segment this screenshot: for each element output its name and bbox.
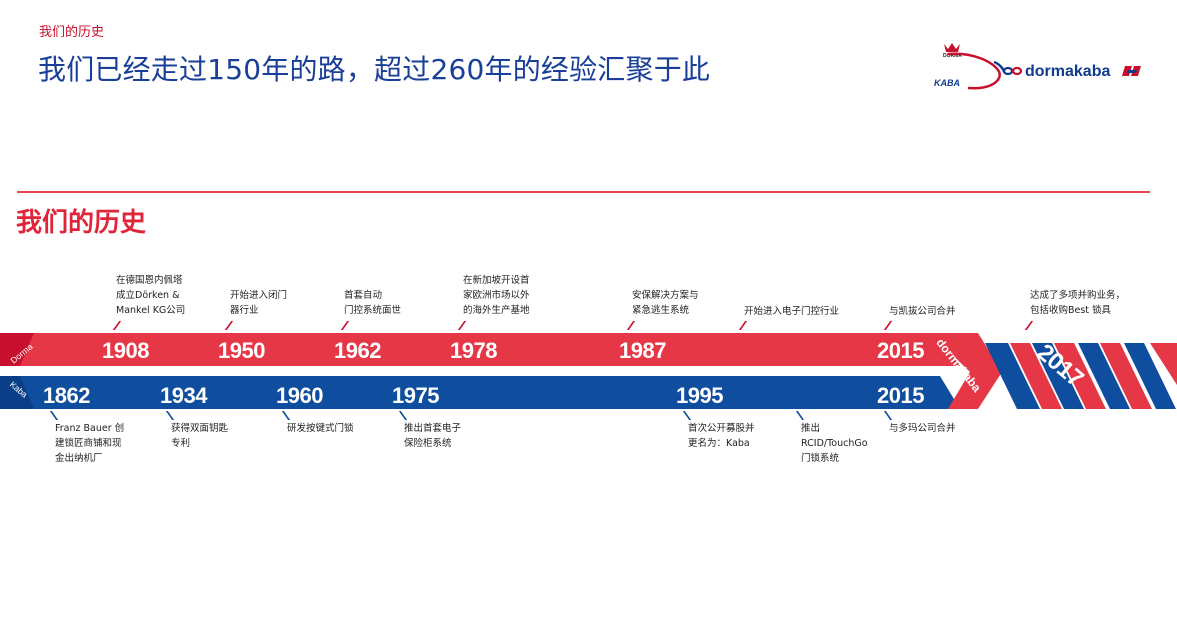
brand-flag-icon bbox=[1122, 66, 1141, 76]
kaba-year: 1975 bbox=[392, 383, 439, 408]
dorma-event-text: 开始进入电子门控行业 bbox=[744, 306, 840, 317]
kaba-event-text: 研发按键式门锁 bbox=[287, 423, 354, 434]
dorma-year: 1908 bbox=[102, 338, 149, 363]
dorma-year: 2015 bbox=[877, 338, 924, 363]
dorma-event-text: 与凯拔公司合并 bbox=[889, 306, 956, 317]
page-title: 我们已经走过150年的路，超过260年的经验汇聚于此 bbox=[38, 53, 711, 86]
merge-block bbox=[930, 333, 1002, 409]
history-heading: 我们的历史 bbox=[16, 208, 147, 238]
dormakaba-logo: DORMA KABA dormakaba bbox=[934, 43, 1141, 90]
dorma-band bbox=[0, 333, 960, 366]
dorma-year: 1978 bbox=[450, 338, 497, 363]
merge-swoosh-icon bbox=[947, 52, 1023, 90]
section-label: 我们的历史 bbox=[39, 25, 105, 40]
dorma-wordmark: DORMA bbox=[943, 53, 962, 59]
kaba-year: 1934 bbox=[160, 383, 207, 408]
dorma-event-text: 在新加坡开设首 家欧洲市场以外 的海外生产基地 bbox=[463, 275, 530, 316]
kaba-wordmark: KABA bbox=[934, 78, 960, 88]
kaba-event-text: 获得双面钥匙 专利 bbox=[171, 423, 229, 449]
dorma-event-text: 开始进入闭门 器行业 bbox=[230, 290, 288, 316]
dorma-year: 1962 bbox=[334, 338, 381, 363]
dorma-event-text: 首套自动 门控系统面世 bbox=[344, 290, 402, 316]
section-divider bbox=[17, 191, 1150, 193]
kaba-year: 1960 bbox=[276, 383, 323, 408]
merged-event-text: 达成了多项并购业务， 包括收购Best 锁具 bbox=[1030, 290, 1126, 316]
kaba-band bbox=[0, 376, 960, 409]
dorma-event-text: 安保解决方案与 紧急逃生系统 bbox=[632, 290, 699, 316]
kaba-year: 1995 bbox=[676, 383, 723, 408]
dorma-crown-icon bbox=[944, 43, 960, 52]
kaba-event-text: 首次公开募股并 更名为：Kaba bbox=[688, 423, 755, 449]
merged-stripes bbox=[985, 343, 1177, 409]
kaba-event-text: 推出 RCID/TouchGo 门锁系统 bbox=[801, 423, 868, 464]
kaba-year: 1862 bbox=[43, 383, 90, 408]
kaba-year: 2015 bbox=[877, 383, 924, 408]
kaba-event-text: 推出首套电子 保险柜系统 bbox=[404, 423, 462, 449]
dorma-year: 1987 bbox=[619, 338, 666, 363]
kaba-event-text: 与多玛公司合并 bbox=[889, 423, 956, 434]
kaba-event-text: Franz Bauer 创 建锁匠商铺和现 金出纳机厂 bbox=[55, 423, 125, 464]
dorma-event-text: 在德国恩内佩塔 成立Dörken & Mankel KG公司 bbox=[116, 275, 186, 316]
dorma-year: 1950 bbox=[218, 338, 265, 363]
dormakaba-wordmark: dormakaba bbox=[1025, 63, 1110, 80]
